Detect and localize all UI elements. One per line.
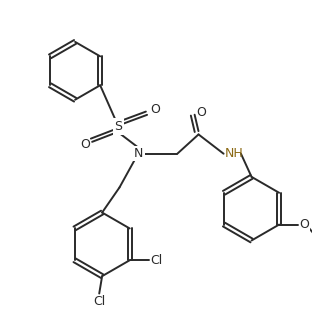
Text: O: O <box>299 218 309 231</box>
Text: N: N <box>134 147 143 160</box>
Text: Cl: Cl <box>150 254 162 267</box>
Text: NH: NH <box>225 147 243 160</box>
Text: Cl: Cl <box>93 295 105 309</box>
Text: O: O <box>197 106 206 119</box>
Text: O: O <box>150 103 160 116</box>
Text: S: S <box>114 120 122 133</box>
Text: O: O <box>80 137 90 151</box>
